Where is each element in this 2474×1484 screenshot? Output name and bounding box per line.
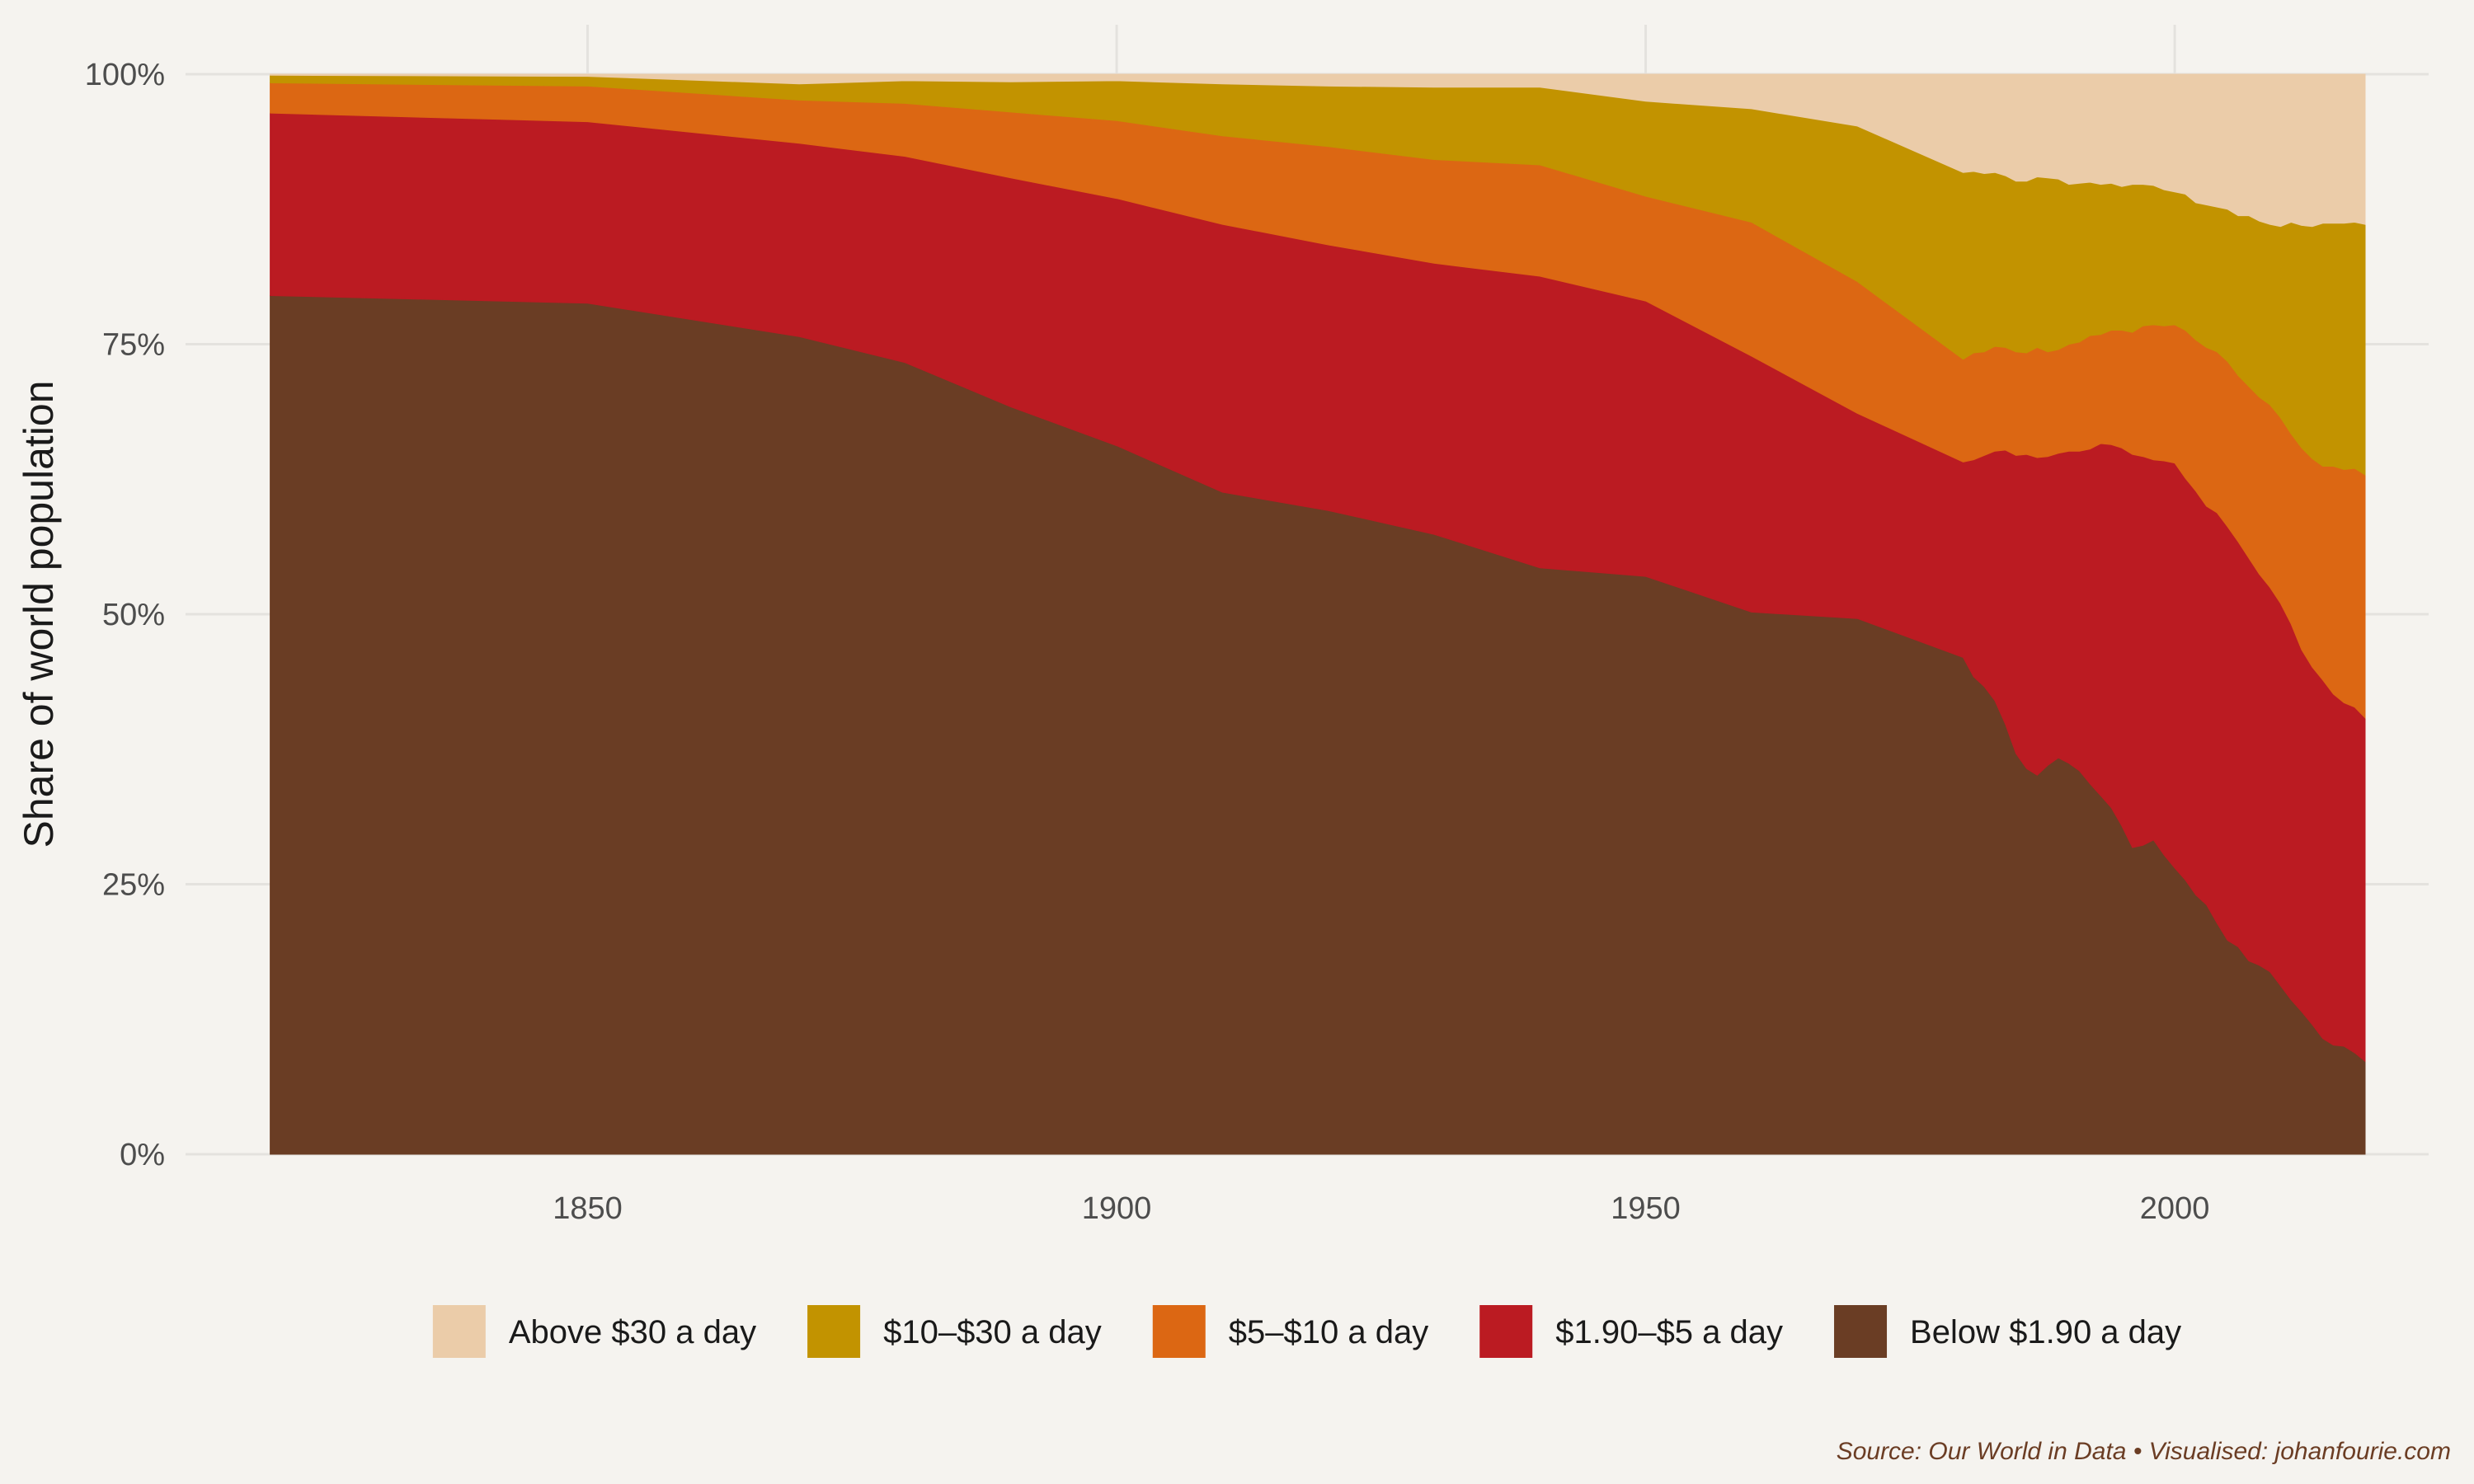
- y-tick-label: 50%: [102, 598, 165, 632]
- legend-swatch: [1479, 1305, 1533, 1358]
- y-tick-label: 100%: [85, 58, 165, 92]
- legend-swatch: [432, 1305, 486, 1358]
- legend-item: $10–$30 a day: [807, 1305, 1102, 1358]
- source-caption: Source: Our World in Data • Visualised: …: [1837, 1438, 2451, 1465]
- legend: Above $30 a day $10–$30 a day $5–$10 a day…: [432, 1305, 2181, 1358]
- legend-label: $5–$10 a day: [1229, 1314, 1428, 1350]
- x-tick-label: 1900: [1082, 1191, 1152, 1226]
- y-tick-label: 25%: [102, 868, 165, 903]
- x-tick-label: 1850: [553, 1191, 623, 1226]
- x-axis-ticks: 1850 1900 1950 2000: [553, 1191, 2209, 1226]
- y-tick-label: 0%: [120, 1138, 165, 1172]
- legend-swatch: [807, 1305, 861, 1358]
- legend-label: $10–$30 a day: [883, 1314, 1102, 1350]
- area-above-30-a-day: [270, 73, 2366, 228]
- y-axis-ticks: 0% 25% 50% 75% 100%: [85, 58, 165, 1172]
- x-tick-label: 2000: [2140, 1191, 2210, 1226]
- plot-area: [270, 73, 2366, 1155]
- y-axis-title: Share of world population: [16, 380, 62, 848]
- legend-item: Above $30 a day: [432, 1305, 756, 1358]
- legend-item: Below $1.90 a day: [1834, 1305, 2181, 1358]
- legend-label: Above $30 a day: [509, 1314, 756, 1350]
- y-tick-label: 75%: [102, 328, 165, 363]
- x-tick-label: 1950: [1611, 1191, 1681, 1226]
- legend-item: $1.90–$5 a day: [1479, 1305, 1783, 1358]
- legend-item: $5–$10 a day: [1152, 1305, 1428, 1358]
- legend-label: $1.90–$5 a day: [1555, 1314, 1783, 1350]
- legend-label: Below $1.90 a day: [1910, 1314, 2181, 1350]
- legend-swatch: [1834, 1305, 1888, 1358]
- legend-swatch: [1152, 1305, 1206, 1358]
